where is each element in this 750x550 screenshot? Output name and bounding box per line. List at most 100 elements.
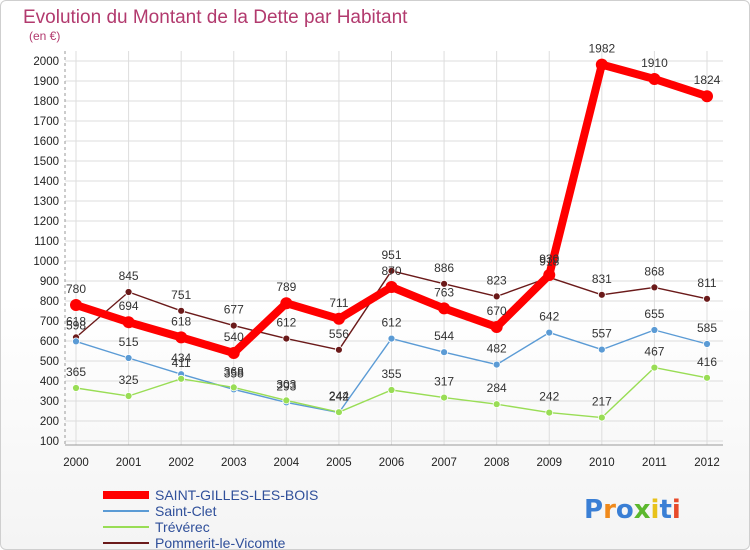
y-tick-label: 2000 (33, 56, 59, 68)
y-tick-label: 200 (40, 416, 59, 428)
data-point (703, 340, 711, 348)
y-tick-label: 1800 (33, 96, 59, 108)
data-label: 242 (539, 390, 559, 404)
data-point (335, 345, 343, 354)
data-point (701, 90, 713, 103)
x-tick-label: 2001 (116, 457, 142, 469)
x-tick-label: 2005 (326, 457, 352, 469)
y-tick-label: 1600 (33, 136, 59, 148)
y-tick-label: 100 (40, 436, 59, 448)
data-label: 303 (276, 377, 296, 391)
data-point (650, 283, 659, 292)
x-tick-label: 2012 (694, 457, 720, 469)
data-label: 930 (539, 252, 559, 266)
x-tick-label: 2011 (642, 457, 667, 469)
data-point (543, 269, 556, 281)
data-label: 515 (119, 335, 139, 349)
x-tick-label: 2004 (274, 457, 300, 469)
y-tick-label: 1500 (33, 156, 59, 168)
data-point (227, 347, 240, 359)
y-tick-label: 1900 (33, 76, 59, 88)
logo-letter: r (603, 495, 616, 525)
data-label: 831 (592, 272, 612, 286)
data-label: 612 (381, 316, 401, 330)
data-point (177, 306, 186, 315)
data-point (650, 326, 659, 334)
legend-label: Trévérec (155, 519, 210, 535)
data-point (597, 290, 606, 299)
data-point (280, 297, 293, 310)
y-tick-label: 1200 (33, 216, 59, 228)
data-label: 585 (697, 321, 717, 335)
data-label: 1824 (694, 73, 721, 87)
data-label: 556 (329, 327, 349, 341)
data-label: 789 (276, 280, 296, 294)
data-point (597, 413, 606, 422)
data-label: 751 (171, 288, 191, 302)
y-tick-label: 1400 (33, 176, 59, 188)
y-tick-label: 1700 (33, 116, 59, 128)
data-label: 411 (172, 356, 191, 370)
y-tick-label: 600 (40, 336, 59, 348)
data-label: 918 (539, 254, 559, 268)
data-label: 642 (539, 310, 559, 324)
data-label: 618 (171, 314, 191, 328)
data-point (492, 360, 501, 369)
logo-letter: o (616, 495, 634, 525)
data-point (438, 302, 451, 315)
axes: 100 200 300 400 500 600 700 800 900 1000 1100 1200 1… (33, 51, 723, 469)
data-point (648, 73, 661, 85)
data-point (545, 408, 554, 417)
logo-letter: i (672, 495, 681, 525)
data-label: 482 (487, 342, 507, 356)
data-label: 1910 (641, 56, 668, 70)
x-tick-label: 2002 (168, 457, 194, 469)
data-label: 655 (644, 307, 664, 321)
y-tick-label: 800 (40, 296, 59, 308)
y-tick-label: 400 (40, 376, 59, 388)
data-point (440, 348, 448, 357)
data-point (72, 384, 80, 392)
data-label: 358 (224, 366, 244, 380)
data-label: 886 (434, 261, 454, 275)
data-point (650, 363, 659, 372)
data-point (440, 279, 448, 288)
data-label: 763 (434, 285, 454, 299)
data-point (72, 337, 80, 346)
data-point (124, 354, 133, 362)
y-tick-label: 700 (40, 316, 59, 328)
data-label: 811 (697, 276, 716, 290)
proxiti-logo: Proxiti (584, 495, 681, 525)
data-label: 284 (487, 381, 507, 395)
logo-letter: i (651, 495, 660, 525)
data-point (595, 58, 608, 71)
data-point (490, 321, 503, 333)
data-point (597, 345, 606, 354)
x-tick-label: 2010 (589, 457, 615, 469)
data-label: 365 (66, 365, 86, 379)
data-label: 612 (276, 316, 296, 330)
y-tick-label: 500 (40, 356, 59, 368)
data-label: 416 (697, 355, 717, 369)
data-label: 293 (276, 379, 296, 393)
data-label: 242 (329, 390, 349, 404)
data-label: 544 (434, 329, 454, 343)
data-labels: 618 845 751 677 612 556 951 886 823 918 831 868 811 5… (66, 42, 721, 409)
data-point (387, 266, 396, 275)
data-label: 694 (119, 299, 139, 313)
data-label: 780 (66, 282, 86, 296)
legend-label: Saint-Clet (155, 503, 217, 519)
data-label: 670 (487, 304, 507, 318)
y-tick-label: 1000 (33, 256, 59, 268)
y-tick-label: 900 (40, 276, 59, 288)
data-point (332, 312, 345, 325)
data-label: 557 (592, 327, 612, 341)
x-tick-label: 2007 (431, 457, 457, 469)
data-point (387, 334, 396, 343)
data-point (703, 294, 711, 303)
x-tick-label: 2003 (221, 457, 247, 469)
y-tick-label: 300 (40, 396, 59, 408)
x-tick-label: 2000 (63, 457, 89, 469)
data-point (229, 383, 238, 392)
data-point (440, 393, 448, 402)
